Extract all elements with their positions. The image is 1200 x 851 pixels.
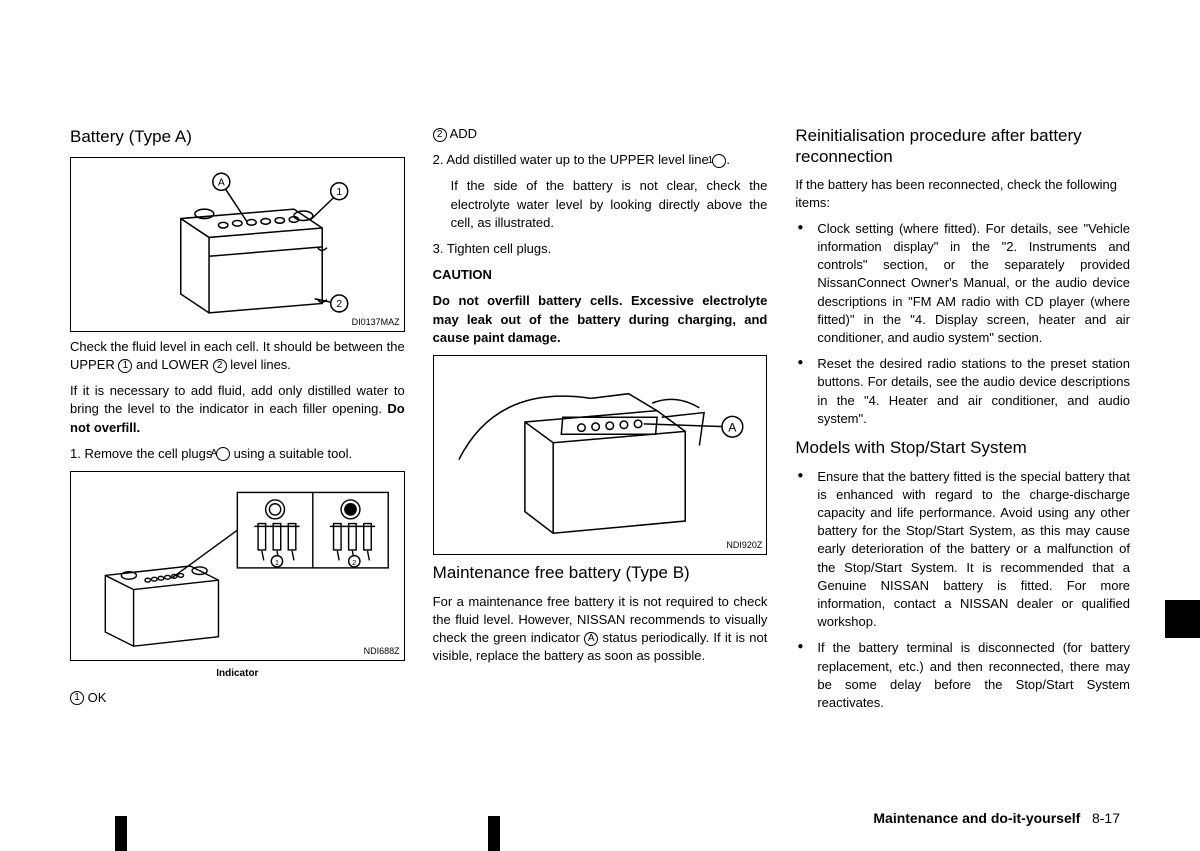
figure-caption-indicator: Indicator xyxy=(70,667,405,681)
list-item: Reset the desired radio stations to the … xyxy=(795,355,1130,428)
footer-section: Maintenance and do-it-yourself xyxy=(873,810,1080,826)
callout-1: 1 xyxy=(336,187,342,198)
heading-battery-type-a: Battery (Type A) xyxy=(70,125,405,149)
figure-indicator-diagram: 1 2 NDI688Z xyxy=(70,471,405,661)
add-fluid-text: If it is necessary to add fluid, add onl… xyxy=(70,382,405,437)
battery-illustration-1: A 1 2 xyxy=(77,164,398,325)
reconnect-intro: If the battery has been reconnected, che… xyxy=(795,176,1130,212)
svg-text:1: 1 xyxy=(275,558,279,567)
svg-text:2: 2 xyxy=(352,558,356,567)
list-item: If the battery terminal is disconnected … xyxy=(795,639,1130,712)
ok-label: 1 OK xyxy=(70,689,405,707)
page-footer: Maintenance and do-it-yourself 8-17 xyxy=(873,810,1120,826)
callout-A: A xyxy=(728,420,737,434)
callout-A: A xyxy=(218,177,225,188)
circled-1-icon: 1 xyxy=(70,691,84,705)
figure-code: DI0137MAZ xyxy=(352,316,400,329)
circled-1-icon: 1 xyxy=(712,154,726,168)
caution-body: Do not overfill battery cells. Excessive… xyxy=(433,292,768,347)
figure-battery-diagram-1: A 1 2 DI0137MAZ xyxy=(70,157,405,332)
registration-mark-icon xyxy=(488,816,500,851)
indicator-illustration: 1 2 xyxy=(77,478,398,654)
page: Battery (Type A) xyxy=(70,125,1130,720)
list-item: Ensure that the battery fitted is the sp… xyxy=(795,468,1130,632)
add-label: 2 ADD xyxy=(433,125,768,143)
column-2: 2 ADD 2. Add distilled water up to the U… xyxy=(433,125,768,720)
circled-1-icon: 1 xyxy=(118,359,132,373)
heading-reinitialisation: Reinitialisation procedure after battery… xyxy=(795,125,1130,168)
heading-maintenance-free: Maintenance free battery (Type B) xyxy=(433,561,768,585)
list-item: Clock setting (where fitted). For detail… xyxy=(795,220,1130,347)
circled-A-icon: A xyxy=(584,632,598,646)
circled-2-icon: 2 xyxy=(433,128,447,142)
figure-code: NDI920Z xyxy=(726,539,762,552)
footer-page-number: 8-17 xyxy=(1092,810,1120,826)
step-2: 2. Add distilled water up to the UPPER l… xyxy=(433,151,768,232)
heading-stop-start: Models with Stop/Start System xyxy=(795,436,1130,460)
figure-code: NDI688Z xyxy=(364,645,400,658)
stop-start-list: Ensure that the battery fitted is the sp… xyxy=(795,468,1130,712)
battery-illustration-3: A xyxy=(440,362,761,548)
thumb-tab-icon xyxy=(1165,600,1200,638)
maintenance-free-text: For a maintenance free battery it is not… xyxy=(433,593,768,666)
registration-mark-icon xyxy=(115,816,127,851)
column-3: Reinitialisation procedure after battery… xyxy=(795,125,1130,720)
procedure-list-1: 1. Remove the cell plugs A using a suita… xyxy=(70,445,405,463)
figure-battery-diagram-3: A NDI920Z xyxy=(433,355,768,555)
circled-2-icon: 2 xyxy=(213,359,227,373)
circled-A-icon: A xyxy=(216,447,230,461)
callout-2: 2 xyxy=(336,299,342,310)
column-1: Battery (Type A) xyxy=(70,125,405,720)
fluid-level-text: Check the fluid level in each cell. It s… xyxy=(70,338,405,374)
step-1: 1. Remove the cell plugs A using a suita… xyxy=(70,445,405,463)
step-3: 3. Tighten cell plugs. xyxy=(433,240,768,258)
caution-heading: CAUTION xyxy=(433,266,768,284)
reconnect-list: Clock setting (where fitted). For detail… xyxy=(795,220,1130,428)
procedure-list-2: 2. Add distilled water up to the UPPER l… xyxy=(433,151,768,258)
